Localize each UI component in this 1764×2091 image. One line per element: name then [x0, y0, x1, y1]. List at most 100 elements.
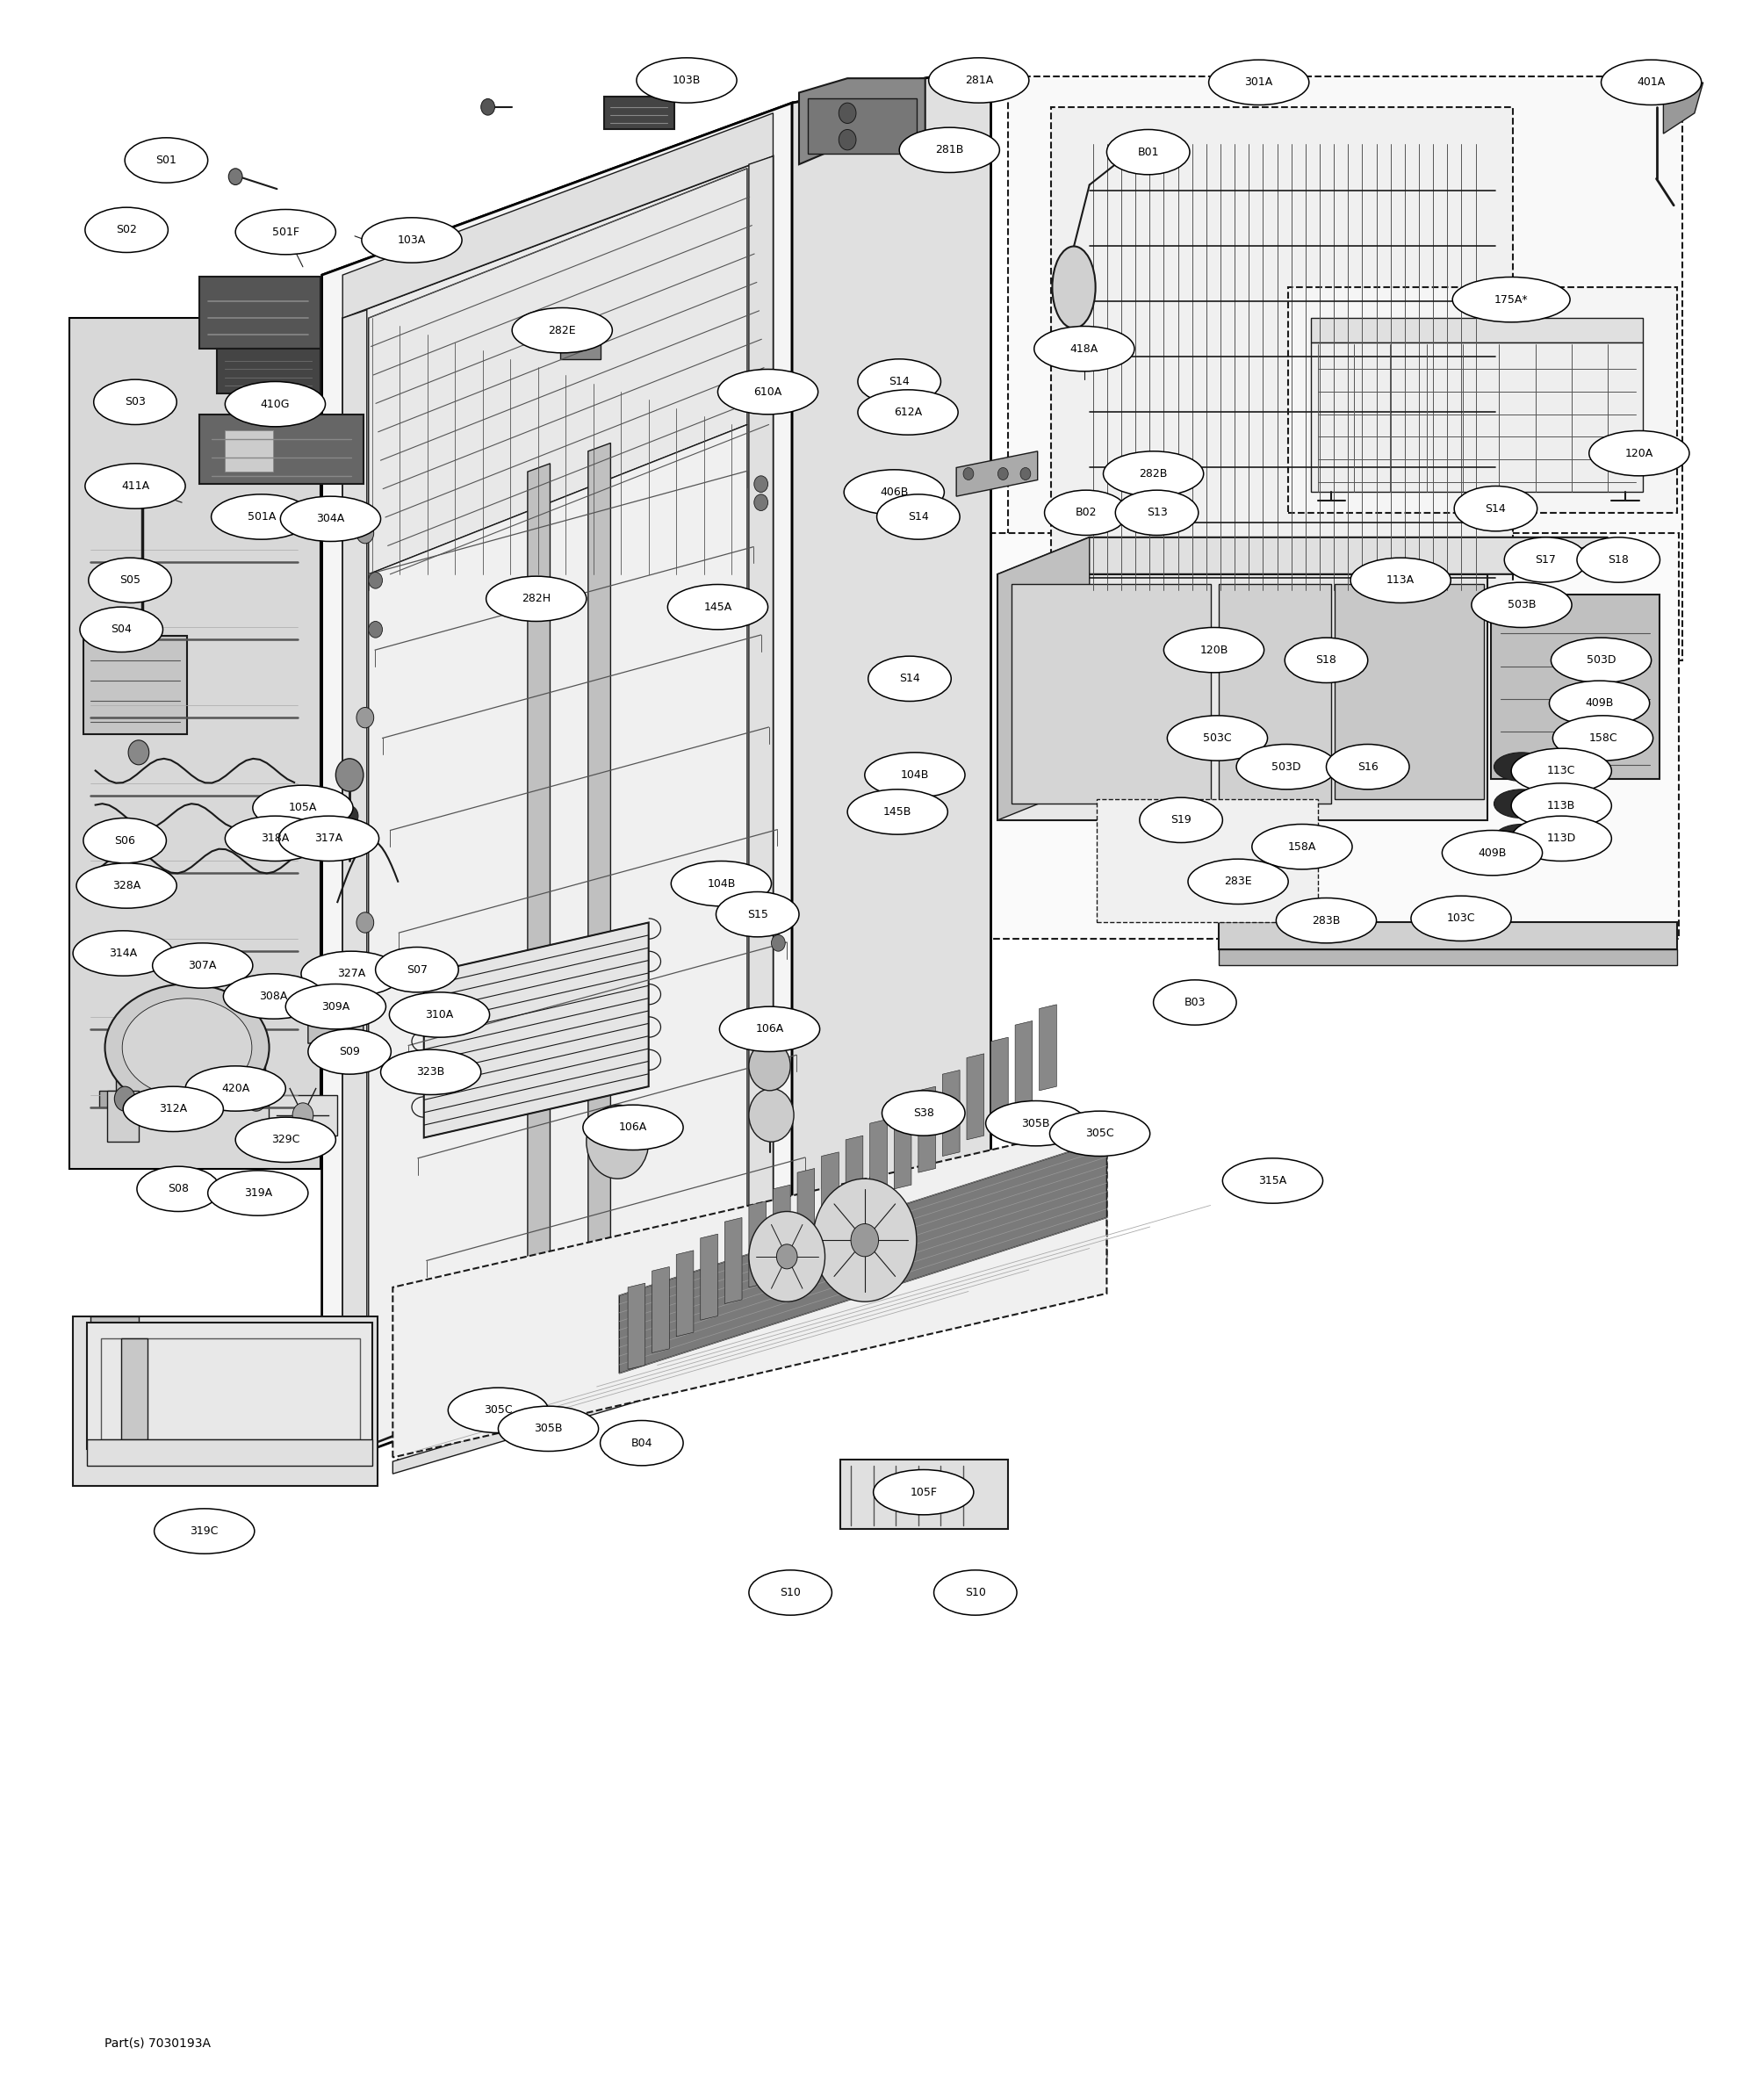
Polygon shape — [321, 67, 991, 276]
Ellipse shape — [716, 893, 799, 937]
Ellipse shape — [448, 1388, 549, 1432]
Circle shape — [963, 468, 974, 481]
Ellipse shape — [390, 993, 490, 1037]
Text: 106A: 106A — [619, 1121, 647, 1133]
Ellipse shape — [1154, 981, 1237, 1025]
Polygon shape — [792, 67, 991, 1296]
Ellipse shape — [226, 815, 325, 861]
Ellipse shape — [900, 128, 1000, 174]
Circle shape — [356, 912, 374, 933]
Polygon shape — [393, 1123, 1106, 1457]
Polygon shape — [369, 169, 748, 575]
Ellipse shape — [286, 985, 386, 1029]
Ellipse shape — [76, 864, 176, 907]
Text: 145A: 145A — [704, 602, 732, 613]
Ellipse shape — [857, 389, 958, 435]
Text: 104B: 104B — [901, 769, 930, 780]
Ellipse shape — [718, 370, 818, 414]
Text: 175A*: 175A* — [1494, 295, 1528, 305]
Text: 309A: 309A — [321, 1002, 349, 1012]
Polygon shape — [342, 157, 773, 1455]
Text: 283E: 283E — [1224, 876, 1252, 887]
Text: 406B: 406B — [880, 487, 908, 498]
Text: 418A: 418A — [1071, 343, 1099, 355]
Polygon shape — [822, 1152, 840, 1238]
Ellipse shape — [226, 381, 325, 427]
Text: 319C: 319C — [191, 1526, 219, 1537]
Ellipse shape — [1452, 276, 1570, 322]
Circle shape — [850, 1223, 878, 1257]
Circle shape — [840, 102, 856, 123]
Text: 308A: 308A — [259, 991, 288, 1002]
Text: 329C: 329C — [272, 1133, 300, 1146]
FancyBboxPatch shape — [1009, 75, 1683, 661]
Text: S18: S18 — [1609, 554, 1628, 565]
Circle shape — [229, 169, 242, 184]
Text: 120A: 120A — [1625, 447, 1653, 460]
Polygon shape — [956, 452, 1037, 496]
Ellipse shape — [864, 753, 965, 797]
Polygon shape — [998, 575, 1487, 820]
Polygon shape — [309, 1006, 363, 1043]
Circle shape — [750, 1089, 794, 1142]
Circle shape — [750, 1041, 790, 1092]
Text: 158C: 158C — [1589, 732, 1618, 744]
Ellipse shape — [1551, 638, 1651, 684]
Text: 105A: 105A — [289, 803, 318, 813]
Text: S18: S18 — [1316, 654, 1337, 665]
Ellipse shape — [1275, 897, 1376, 943]
Polygon shape — [1335, 583, 1484, 799]
Text: S17: S17 — [1535, 554, 1556, 565]
Text: S38: S38 — [914, 1108, 933, 1119]
Ellipse shape — [1164, 627, 1265, 673]
Text: 103A: 103A — [397, 234, 425, 247]
Text: S03: S03 — [125, 397, 146, 408]
Polygon shape — [90, 1332, 155, 1466]
Polygon shape — [226, 431, 273, 473]
Ellipse shape — [582, 1104, 683, 1150]
Ellipse shape — [928, 59, 1028, 102]
Ellipse shape — [1208, 61, 1309, 105]
Ellipse shape — [882, 1092, 965, 1135]
Ellipse shape — [208, 1171, 309, 1215]
Polygon shape — [86, 1322, 372, 1449]
Ellipse shape — [88, 558, 171, 602]
Polygon shape — [628, 1284, 646, 1370]
Circle shape — [369, 621, 383, 638]
Text: 314A: 314A — [109, 947, 138, 960]
Polygon shape — [199, 276, 319, 349]
Ellipse shape — [1102, 452, 1203, 496]
Text: 503C: 503C — [1203, 732, 1231, 744]
Polygon shape — [268, 1096, 337, 1135]
Polygon shape — [1014, 1020, 1032, 1106]
Text: S15: S15 — [746, 910, 767, 920]
FancyBboxPatch shape — [1097, 799, 1318, 922]
Ellipse shape — [497, 1405, 598, 1451]
Polygon shape — [998, 537, 1609, 575]
Polygon shape — [750, 1200, 766, 1288]
Text: 113B: 113B — [1547, 801, 1575, 811]
Text: 104B: 104B — [707, 878, 736, 889]
Polygon shape — [676, 1250, 693, 1336]
Ellipse shape — [986, 1100, 1087, 1146]
Ellipse shape — [1044, 489, 1127, 535]
Text: S14: S14 — [889, 376, 910, 387]
Ellipse shape — [1106, 130, 1189, 174]
Ellipse shape — [1512, 749, 1612, 792]
Text: S06: S06 — [115, 834, 136, 847]
Text: 409B: 409B — [1478, 847, 1506, 859]
FancyBboxPatch shape — [1288, 286, 1678, 512]
Text: S02: S02 — [116, 224, 138, 236]
Ellipse shape — [138, 1167, 220, 1211]
Circle shape — [776, 1244, 797, 1269]
Text: 106A: 106A — [755, 1022, 783, 1035]
Text: S09: S09 — [339, 1046, 360, 1058]
Ellipse shape — [1471, 583, 1572, 627]
Polygon shape — [116, 1050, 265, 1092]
Ellipse shape — [1512, 784, 1612, 828]
Ellipse shape — [152, 943, 252, 989]
Circle shape — [840, 130, 856, 151]
Polygon shape — [90, 1315, 139, 1374]
Polygon shape — [86, 1439, 372, 1466]
Polygon shape — [1219, 949, 1678, 966]
